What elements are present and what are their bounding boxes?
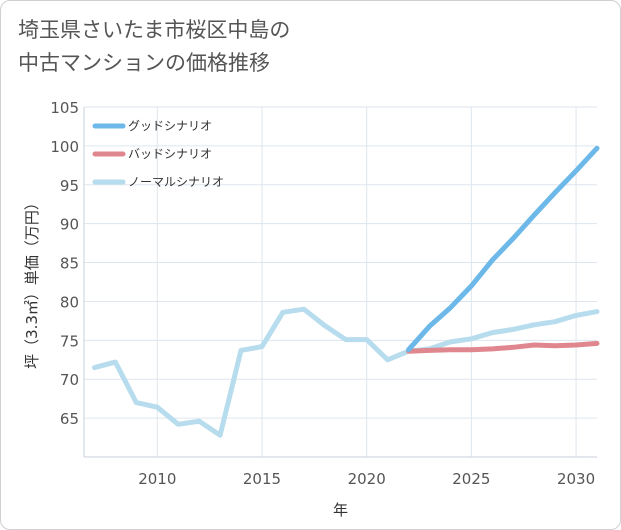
x-tick-label: 2020 (348, 470, 386, 488)
series-line-3 (92, 306, 600, 438)
x-axis-ticks: 2010 2015 2020 2025 2030 (138, 470, 595, 488)
y-tick-label: 105 (50, 99, 79, 117)
x-tick-label: 2025 (452, 470, 490, 488)
y-tick-label: 70 (60, 371, 79, 389)
chart-title-line1: 埼玉県さいたま市桜区中島の (18, 18, 291, 42)
y-tick-label: 95 (60, 177, 79, 195)
y-tick-label: 75 (60, 332, 79, 350)
y-tick-label: 80 (60, 293, 79, 311)
series-lines (92, 145, 600, 438)
y-tick-label: 65 (60, 410, 79, 428)
y-axis-ticks: 65 70 75 80 85 90 95 100 105 (50, 99, 79, 428)
y-tick-label: 90 (60, 216, 79, 234)
x-axis-label: 年 (333, 501, 348, 519)
y-axis-label: 坪（3.3㎡）単価（万円） (23, 195, 41, 369)
x-tick-label: 2015 (243, 470, 281, 488)
chart-title-line2: 中古マンションの価格推移 (18, 51, 270, 75)
series-line-1 (406, 145, 600, 353)
chart-title: 埼玉県さいたま市桜区中島の 中古マンションの価格推移 (18, 14, 290, 80)
y-tick-label: 85 (60, 255, 79, 273)
series-line-2 (406, 340, 600, 354)
x-tick-label: 2010 (138, 470, 176, 488)
x-tick-label: 2030 (557, 470, 595, 488)
legend-label: バッドシナリオ (128, 147, 212, 161)
legend-label: グッドシナリオ (128, 119, 212, 133)
y-tick-label: 100 (50, 138, 79, 156)
legend-label: ノーマルシナリオ (128, 175, 224, 189)
